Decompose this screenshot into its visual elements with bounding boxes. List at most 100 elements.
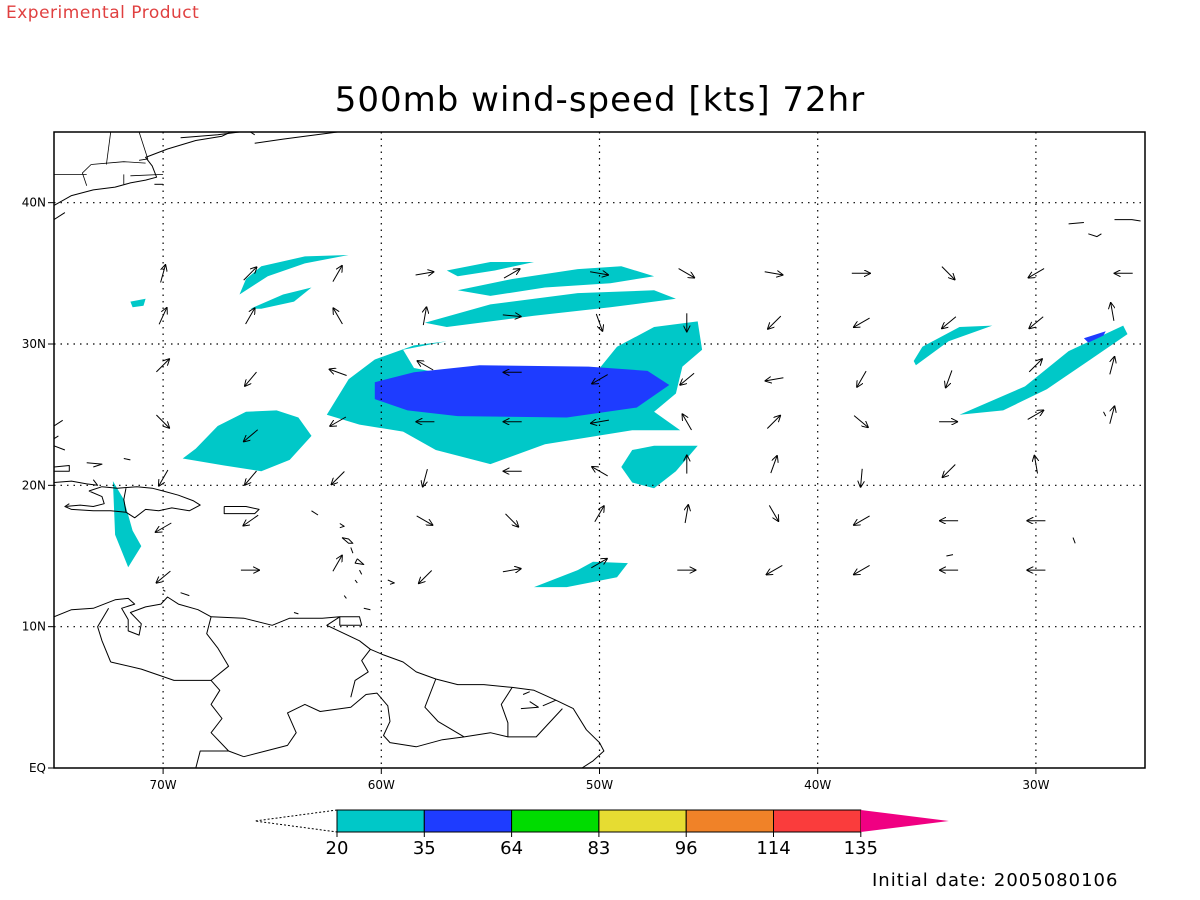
wind-vector-41 [678,268,695,279]
x-tick-label-0: 70W [150,778,177,792]
axis-ticks: 70W 60W 50W 40W 30W EQ 10N 20N 30N 40N [22,196,1050,792]
wind-vector-11 [244,470,257,486]
x-tick-label-2: 50W [586,778,613,792]
wind-speed-region-9 [534,561,628,588]
colorbar-label-6: 135 [844,838,878,859]
colorbar-label-5: 114 [756,838,790,859]
wind-vector-46 [685,504,688,524]
wind-vector-9 [244,371,257,387]
experimental-product-label: Experimental Product [6,3,200,23]
wind-speed-region-5 [424,290,676,327]
wind-vector-10 [243,429,259,442]
wind-vectors [155,264,1133,584]
coastline-3 [254,132,338,144]
wind-vector-60 [853,515,870,526]
wind-vector-71 [1028,359,1042,373]
border-4 [130,174,164,177]
wind-speed-region-12 [959,325,1128,415]
colorbar-label-1: 35 [413,838,436,859]
wind-vector-51 [766,415,781,429]
border-2 [81,164,92,186]
colorbar-swatch-1 [423,809,513,833]
coastlines [54,132,1145,768]
wind-vector-3 [156,414,169,429]
coastline-38 [542,699,557,707]
wind-vector-40 [591,558,607,569]
initial-date: Initial date: 2005080106 [872,870,1119,891]
wind-speed-shading [112,255,1128,588]
wind-vector-6 [156,570,171,583]
coastline-43 [1088,233,1102,238]
x-tick-label-4: 30W [1022,778,1049,792]
wind-vector-21 [423,306,426,326]
wind-vector-69 [1028,268,1045,279]
coastline-15 [64,486,201,519]
coastline-45 [1068,222,1084,225]
wind-vector-50 [765,378,784,381]
wind-vector-2 [156,359,169,373]
coastline-6 [243,692,563,758]
wind-vector-4 [158,469,169,487]
coastline-18 [223,506,260,515]
coastline-16 [123,488,127,513]
coastline-39 [522,691,530,695]
colorbar: 20 35 64 83 96 114 135 [254,809,949,859]
coastline-12 [97,608,112,663]
wind-vector-22 [417,361,434,371]
wind-speed-region-0 [239,255,349,295]
coastline-11 [110,661,212,681]
wind-vector-17 [329,416,347,427]
coastline-30 [359,569,363,575]
wind-vector-16 [329,369,347,376]
wind-vector-59 [861,468,863,488]
wind-speed-region-7 [621,445,698,489]
wind-vector-27 [503,269,520,279]
coastline-29 [354,558,365,565]
wind-vector-79 [1109,406,1115,424]
colorbar-swatch-2 [511,809,600,833]
wind-vector-28 [502,315,522,317]
wind-vector-14 [332,265,343,282]
coastline-9 [500,687,513,737]
coastline-1 [54,212,66,221]
coastline-19 [54,465,70,472]
coastline-25 [311,510,319,516]
wind-vector-56 [853,317,870,328]
wind-vector-20 [415,272,435,275]
wind-vector-32 [505,513,519,528]
coastline-8 [424,678,465,738]
border-6 [138,132,149,161]
wind-vector-39 [594,505,605,523]
wind-vector-54 [766,564,783,575]
coastline-32 [387,579,395,585]
colorbar-over-triangle [860,810,949,832]
wind-vector-48 [764,272,784,275]
wind-vector-25 [416,515,434,526]
y-tick-label-0: EQ [29,761,46,775]
wind-vector-18 [331,471,345,486]
wind-vector-66 [942,464,956,478]
y-tick-label-2: 20N [22,478,46,492]
wind-speed-region-10 [112,481,142,568]
wind-speed-region-14 [1083,331,1106,343]
coastline-23 [54,419,63,427]
y-tick-label-1: 10N [22,620,46,634]
coastline-5 [195,750,244,768]
coastline-4 [54,596,605,768]
coastline-37 [293,612,299,615]
coastline-17 [64,503,70,507]
wind-vector-61 [853,564,870,575]
wind-speed-region-1 [250,287,312,309]
wind-vector-34 [590,272,609,275]
wind-vector-8 [245,308,256,325]
coastline-47 [946,554,954,557]
wind-vector-62 [941,266,955,281]
coastline-40 [520,701,539,710]
coastline-34 [363,607,371,611]
coastline-31 [354,579,358,584]
border-5 [106,132,112,165]
wind-vector-77 [1111,302,1114,321]
coastline-14 [54,479,99,486]
coastline-0 [54,132,231,206]
coastline-21 [123,458,131,461]
